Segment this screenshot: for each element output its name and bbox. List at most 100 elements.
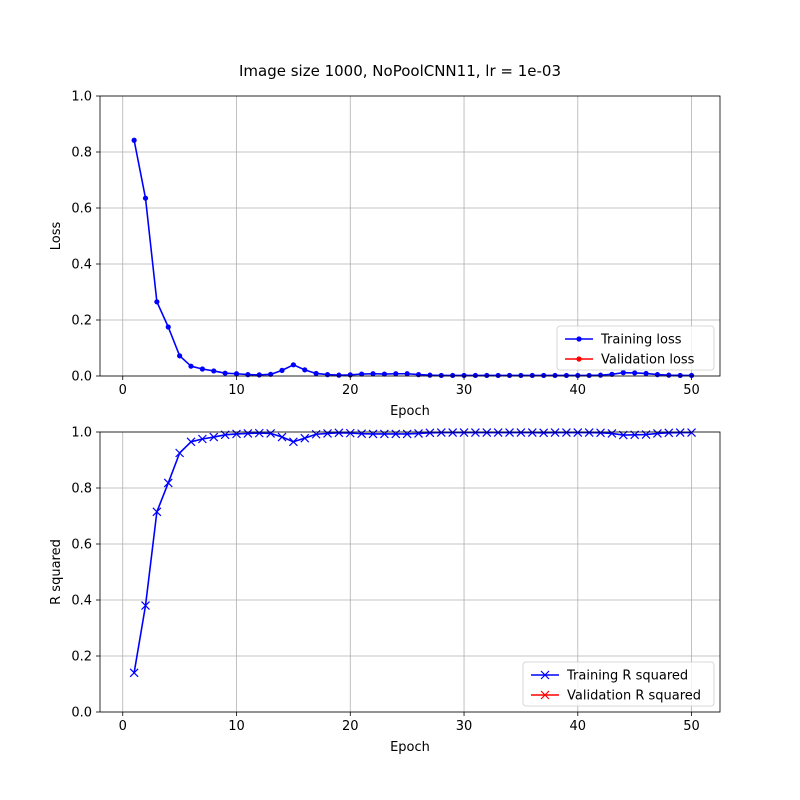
loss-point-0-36 [541, 372, 547, 379]
loss-xlabel: Epoch [390, 404, 430, 419]
loss-point-0-11 [256, 372, 262, 378]
loss-point-0-39 [575, 372, 581, 379]
loss-point-0-32 [495, 372, 501, 379]
r-squared-point-0-27 [436, 428, 446, 437]
loss-point-0-18 [336, 372, 342, 378]
loss-legend-label-1: Validation loss [601, 353, 695, 368]
loss-point-0-40 [586, 372, 592, 379]
r-squared-subplot: 0 10 20 30 40 50 0.0 0.2 0.4 0.6 0.8 1.0 Epoch R squa… [49, 426, 721, 755]
loss-point-0-21 [370, 371, 376, 377]
loss-legend-box [556, 325, 715, 371]
r-squared-point-0-38 [561, 428, 571, 437]
r-squared-point-0-18 [334, 428, 344, 438]
loss-point-0-8 [222, 370, 228, 376]
r-squared-xtick-label-20: 20 [342, 719, 359, 734]
loss-xtick-label-40: 40 [570, 383, 587, 398]
r-squared-point-0-46 [653, 428, 662, 438]
r-squared-xtick-label-10: 10 [228, 719, 245, 734]
loss-xtick-label-50: 50 [683, 383, 700, 398]
r-squared-point-0-15 [300, 433, 310, 443]
loss-point-0-25 [415, 372, 422, 378]
loss-point-0-33 [506, 372, 513, 379]
r-squared-point-0-6 [197, 434, 207, 444]
loss-legend: Training loss Validation loss [556, 325, 715, 371]
r-squared-point-0-5 [186, 437, 196, 447]
loss-legend-marker-1 [576, 356, 582, 362]
r-squared-point-0-42 [607, 428, 617, 438]
r-squared-ytick-label-3: 0.6 [71, 538, 92, 553]
r-squared-point-0-29 [459, 428, 469, 437]
loss-point-0-31 [484, 372, 490, 379]
r-squared-xtick-label-50: 50 [683, 719, 700, 734]
loss-legend-marker-0 [576, 336, 582, 342]
r-squared-point-0-11 [254, 428, 264, 438]
r-squared-point-0-35 [527, 428, 537, 437]
loss-point-0-43 [620, 370, 626, 376]
loss-point-0-27 [438, 372, 444, 379]
loss-point-0-34 [518, 372, 524, 379]
r-squared-point-0-1 [141, 601, 150, 611]
loss-xtick-label-20: 20 [342, 383, 359, 398]
loss-point-0-17 [324, 372, 331, 378]
r-squared-legend-marker-0 [540, 670, 550, 680]
loss-legend-label-0: Training loss [600, 333, 682, 348]
r-squared-legend-marker-1 [540, 690, 550, 700]
r-squared-point-0-37 [550, 428, 560, 437]
r-squared-point-0-20 [357, 429, 367, 439]
loss-series-group [131, 137, 695, 379]
r-squared-point-0-13 [277, 432, 287, 442]
loss-point-0-7 [211, 368, 217, 374]
loss-ylabel: Loss [49, 222, 64, 251]
r-squared-axes-frame [99, 431, 721, 713]
loss-ytick-label-2: 0.4 [71, 258, 92, 273]
loss-point-0-16 [313, 370, 319, 377]
loss-xtick-label-10: 10 [228, 383, 245, 398]
loss-point-0-30 [472, 372, 479, 379]
r-squared-series-line-0 [133, 431, 692, 673]
loss-point-0-35 [529, 372, 535, 379]
loss-point-0-3 [165, 324, 171, 330]
r-squared-ylabel: R squared [49, 539, 64, 605]
loss-ytick-label-4: 0.8 [71, 146, 92, 161]
loss-point-0-38 [563, 372, 570, 379]
loss-point-0-20 [359, 371, 365, 377]
loss-point-0-26 [427, 372, 433, 378]
r-squared-point-0-31 [482, 428, 492, 437]
loss-ytick-label-5: 1.0 [71, 90, 92, 105]
loss-point-0-0 [131, 137, 137, 143]
r-squared-point-0-33 [505, 428, 514, 437]
loss-point-0-23 [393, 371, 399, 377]
r-squared-point-0-21 [368, 429, 378, 439]
r-squared-xtick-label-0: 0 [119, 719, 127, 734]
r-squared-point-0-3 [163, 478, 173, 488]
r-squared-ytick-label-5: 1.0 [71, 426, 92, 441]
loss-point-0-22 [381, 371, 388, 377]
r-squared-point-0-49 [687, 428, 696, 437]
loss-point-0-15 [302, 367, 308, 373]
r-squared-point-0-28 [448, 428, 458, 437]
r-squared-point-0-41 [596, 428, 605, 438]
r-squared-legend-box [522, 661, 715, 707]
r-squared-xtick-label-40: 40 [570, 719, 587, 734]
r-squared-point-0-16 [311, 429, 321, 439]
r-squared-point-0-30 [470, 428, 480, 437]
loss-point-0-6 [199, 366, 205, 372]
r-squared-xtick-label-30: 30 [456, 719, 473, 734]
loss-subplot: 0 10 20 30 40 50 0.0 0.2 0.4 0.6 0.8 1.0 Epoch Loss Tr… [49, 90, 721, 419]
loss-ytick-label-0: 0.0 [71, 370, 92, 385]
r-squared-xlabel: Epoch [390, 740, 430, 755]
r-squared-point-0-17 [323, 428, 332, 438]
loss-point-0-47 [666, 372, 672, 378]
r-squared-point-0-2 [152, 507, 162, 517]
r-squared-point-0-22 [379, 429, 389, 439]
loss-point-0-13 [279, 367, 285, 373]
r-squared-legend-label-0: Training R squared [566, 669, 688, 684]
loss-point-0-45 [643, 370, 649, 377]
r-squared-point-0-19 [345, 428, 355, 438]
r-squared-point-0-10 [243, 428, 253, 438]
r-squared-legend: Training R squared Validation R squared [522, 661, 715, 707]
loss-point-0-9 [233, 371, 240, 377]
r-squared-point-0-47 [664, 428, 674, 438]
r-squared-point-0-7 [209, 432, 219, 442]
